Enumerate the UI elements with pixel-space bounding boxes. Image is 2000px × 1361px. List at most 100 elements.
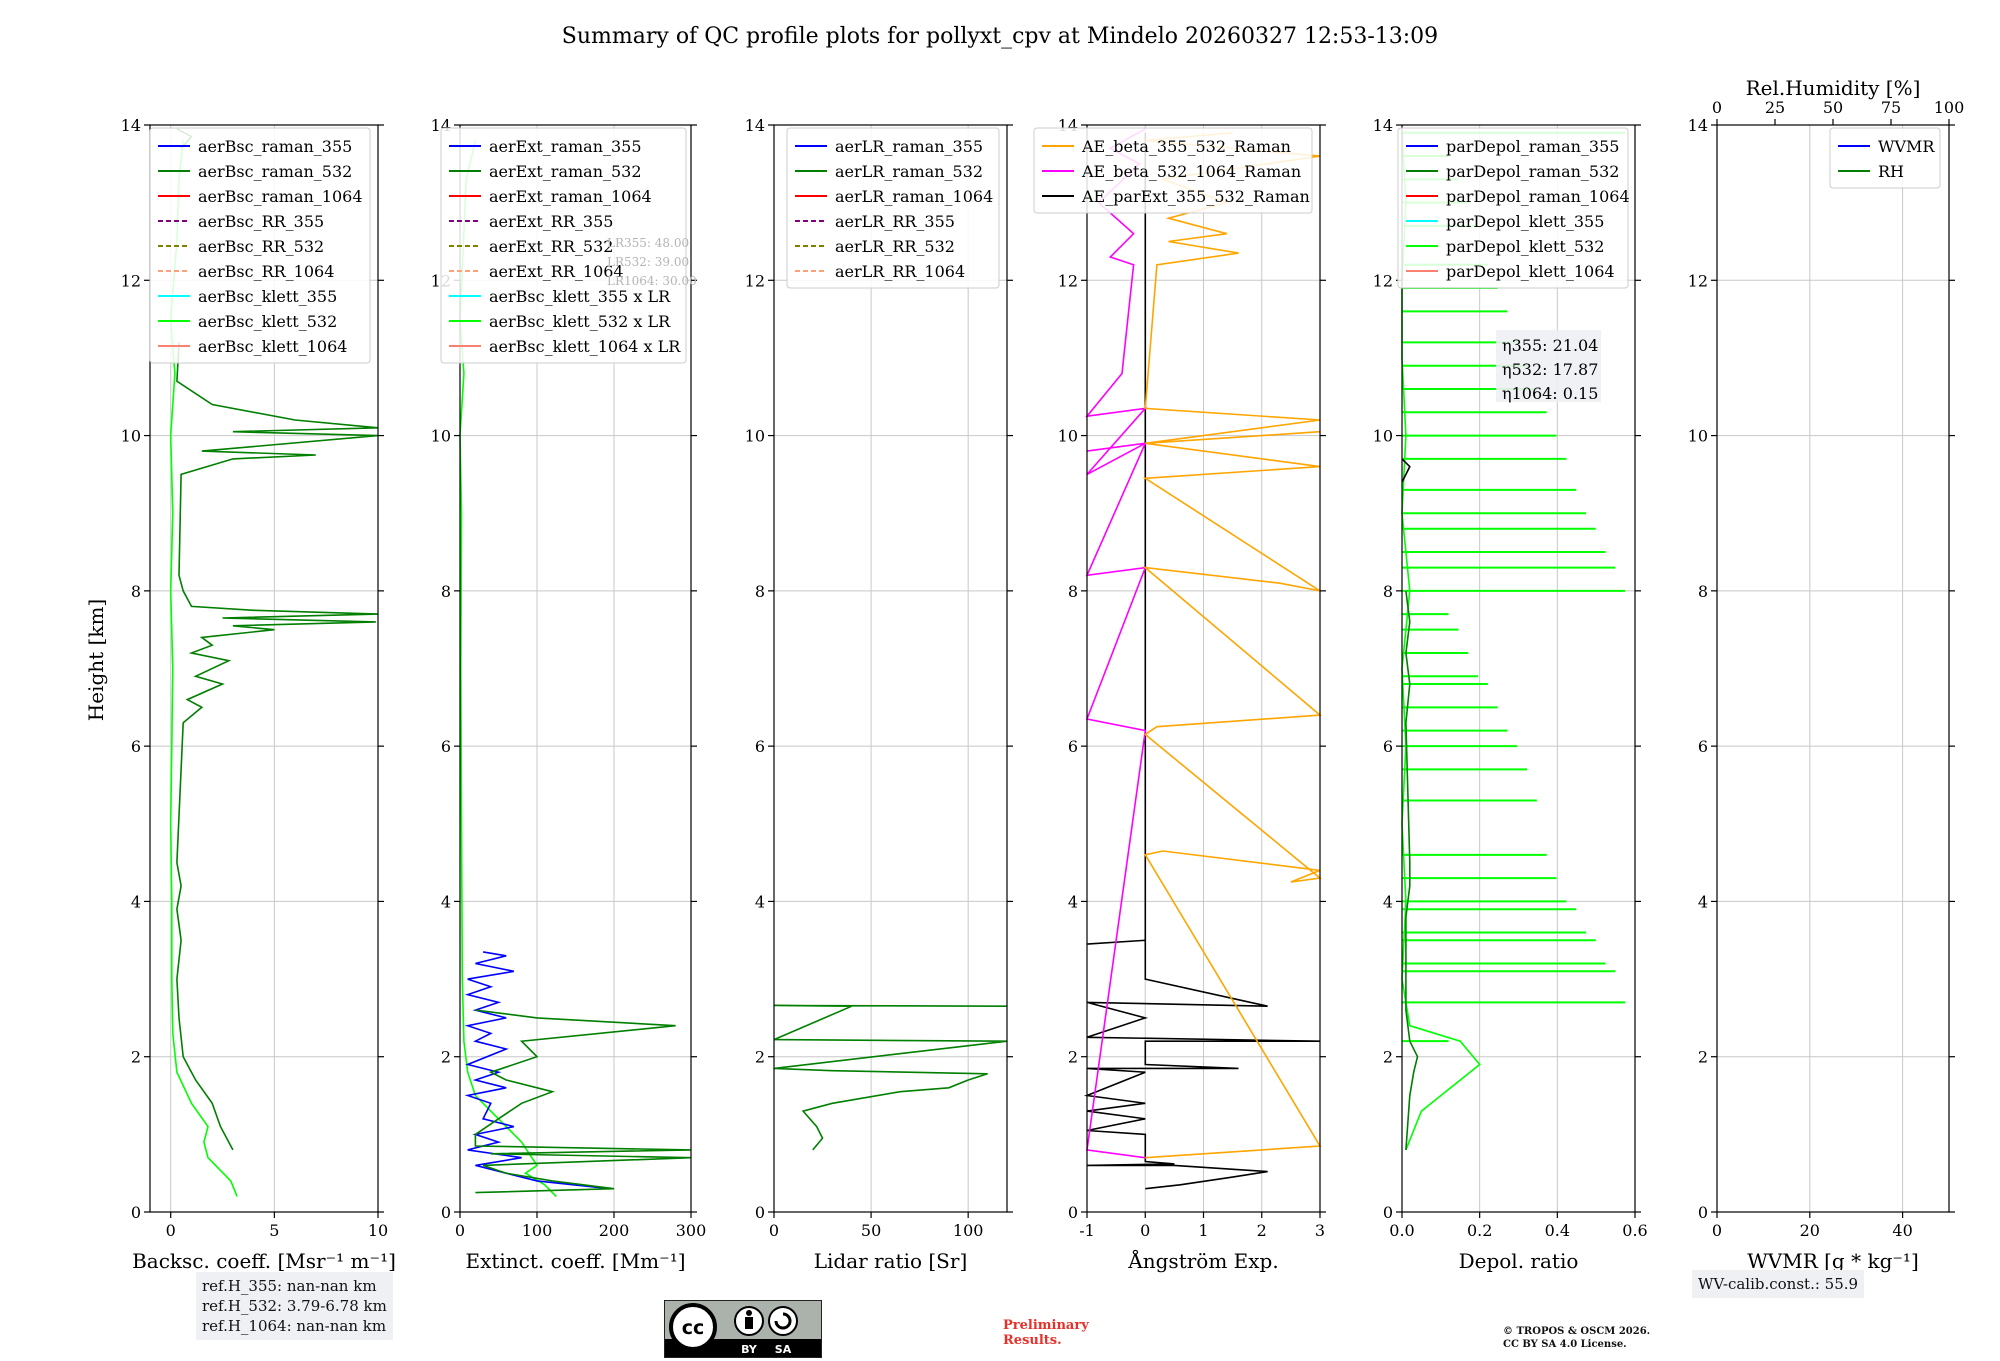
x-tick-label: 200 [599, 1221, 630, 1240]
legend-label: AE_parExt_355_532_Raman [1081, 187, 1310, 206]
copyright-line-2: CC BY SA 4.0 License. [1503, 1339, 1627, 1350]
legend-box [786, 127, 1000, 289]
legend-label: aerBsc_klett_355 [198, 287, 337, 306]
legend-label: aerExt_raman_532 [489, 162, 642, 181]
legend-label: AE_beta_355_532_Raman [1081, 137, 1291, 156]
legend-label: parDepol_raman_532 [1446, 162, 1619, 181]
x-tick-label: 50 [861, 1221, 881, 1240]
y-tick-label: 2 [1068, 1048, 1078, 1067]
legend-label: aerLR_RR_355 [835, 212, 955, 231]
x-tick-label: 40 [1892, 1221, 1912, 1240]
lr-value-label: LR355: 48.00 [607, 236, 689, 250]
wv-calib-const: WV-calib.const.: 55.9 [1698, 1275, 1859, 1293]
eta-value-label: η1064: 0.15 [1502, 384, 1598, 403]
legend-label: RH [1878, 162, 1904, 181]
series-line-aerLR_raman_532 [773, 1004, 1008, 1151]
y-tick-label: 12 [1688, 271, 1708, 290]
y-tick-label: 14 [745, 116, 765, 135]
y-tick-label: 6 [755, 737, 765, 756]
x-tick-label: 0 [455, 1221, 465, 1240]
x-tick-label: 10 [368, 1221, 388, 1240]
legend-label: WVMR [1878, 137, 1935, 156]
legend-label: aerExt_raman_1064 [489, 187, 652, 206]
x-axis-label: Ångström Exp. [1127, 1248, 1278, 1273]
y-tick-label: 8 [441, 582, 451, 601]
top-x-tick-label: 25 [1765, 98, 1785, 117]
legend-label: aerBsc_RR_355 [198, 212, 324, 231]
y-tick-label: 0 [441, 1203, 451, 1222]
y-tick-label: 2 [755, 1048, 765, 1067]
y-tick-label: 6 [441, 737, 451, 756]
y-tick-label: 10 [1058, 427, 1078, 446]
axes-frame [1716, 124, 1950, 1213]
x-tick-label: 3 [1315, 1221, 1325, 1240]
eta-label-box [1496, 330, 1601, 402]
preliminary-line-1: Preliminary [1003, 1318, 1089, 1333]
x-tick-label: 2 [1257, 1221, 1267, 1240]
preliminary-note: Preliminary Results. [1003, 1318, 1089, 1348]
legend-label: aerBsc_RR_532 [198, 237, 324, 256]
x-tick-label: 1 [1198, 1221, 1208, 1240]
svg-text:BY: BY [741, 1343, 758, 1356]
y-tick-label: 8 [1068, 582, 1078, 601]
chart-title: Summary of QC profile plots for pollyxt_… [562, 24, 1438, 49]
y-tick-label: 14 [1373, 116, 1393, 135]
y-tick-label: 4 [441, 892, 451, 911]
y-tick-label: 2 [131, 1048, 141, 1067]
series-line-aerBsc_raman_532 [176, 342, 379, 1151]
y-tick-label: 6 [1698, 737, 1708, 756]
copyright-line-1: © TROPOS & OSCM 2026. [1503, 1326, 1651, 1337]
y-tick-label: 10 [431, 427, 451, 446]
y-tick-label: 6 [131, 737, 141, 756]
series-line-aerExt_raman_355 [464, 951, 611, 1190]
legend-label: aerLR_raman_1064 [835, 187, 993, 206]
panel-depol: 0 2 4 6 8 10 12 14 0.0 0.2 0.4 0.6 Depol. ratio parDe… [1373, 116, 1648, 1273]
wv-calib-box: WV-calib.const.: 55.9 [1692, 1270, 1865, 1298]
top-x-tick-label: 100 [1934, 98, 1965, 117]
legend-label: aerExt_RR_1064 [489, 262, 624, 281]
eta-value-label: η355: 21.04 [1502, 336, 1598, 355]
y-tick-label: 8 [1698, 582, 1708, 601]
ref-height-532: ref.H_532: 3.79-6.78 km [202, 1297, 387, 1315]
x-axis-label: Depol. ratio [1459, 1249, 1579, 1273]
legend-label: aerBsc_raman_532 [198, 162, 352, 181]
y-axis-label: Height [km] [84, 599, 108, 721]
lr-value-label: LR532: 39.00 [607, 255, 689, 269]
y-tick-label: 0 [131, 1203, 141, 1222]
y-tick-label: 0 [1698, 1203, 1708, 1222]
legend-label: aerExt_RR_532 [489, 237, 613, 256]
legend-label: parDepol_raman_355 [1446, 137, 1619, 156]
ref-height-1064: ref.H_1064: nan-nan km [202, 1317, 387, 1335]
cc-logo-icon: cc BY SA [665, 1303, 821, 1357]
y-tick-label: 12 [1058, 271, 1078, 290]
legend-box [149, 127, 371, 364]
legend-label: aerExt_raman_355 [489, 137, 642, 156]
y-tick-label: 2 [1383, 1048, 1393, 1067]
x-tick-label: 5 [269, 1221, 279, 1240]
x-tick-label: 0.2 [1467, 1221, 1492, 1240]
y-tick-label: 0 [755, 1203, 765, 1222]
y-tick-label: 0 [1383, 1203, 1393, 1222]
y-tick-label: 12 [121, 271, 141, 290]
legend-label: aerBsc_klett_1064 [198, 337, 347, 356]
x-axis-label: Lidar ratio [Sr] [814, 1249, 968, 1273]
legend-label: parDepol_klett_532 [1446, 237, 1604, 256]
x-axis-label: Extinct. coeff. [Mm⁻¹] [465, 1249, 685, 1273]
x-tick-label: 100 [953, 1221, 984, 1240]
y-tick-label: 8 [1383, 582, 1393, 601]
x-tick-label: 0 [1712, 1221, 1722, 1240]
x-tick-label: 100 [522, 1221, 553, 1240]
x-axis-label: Backsc. coeff. [Msr⁻¹ m⁻¹] [132, 1249, 396, 1273]
y-tick-label: 4 [755, 892, 765, 911]
x-tick-label: 0.6 [1622, 1221, 1647, 1240]
legend-label: aerBsc_raman_355 [198, 137, 352, 156]
series-line-aerExt_raman_532 [474, 1009, 692, 1194]
copyright-note: © TROPOS & OSCM 2026. CC BY SA 4.0 Licen… [1503, 1325, 1650, 1351]
axes-frame [773, 124, 1008, 1213]
axes-frame [459, 124, 692, 1213]
top-x-tick-label: 75 [1881, 98, 1901, 117]
y-tick-label: 4 [131, 892, 141, 911]
legend-label: AE_beta_532_1064_Raman [1081, 162, 1301, 181]
